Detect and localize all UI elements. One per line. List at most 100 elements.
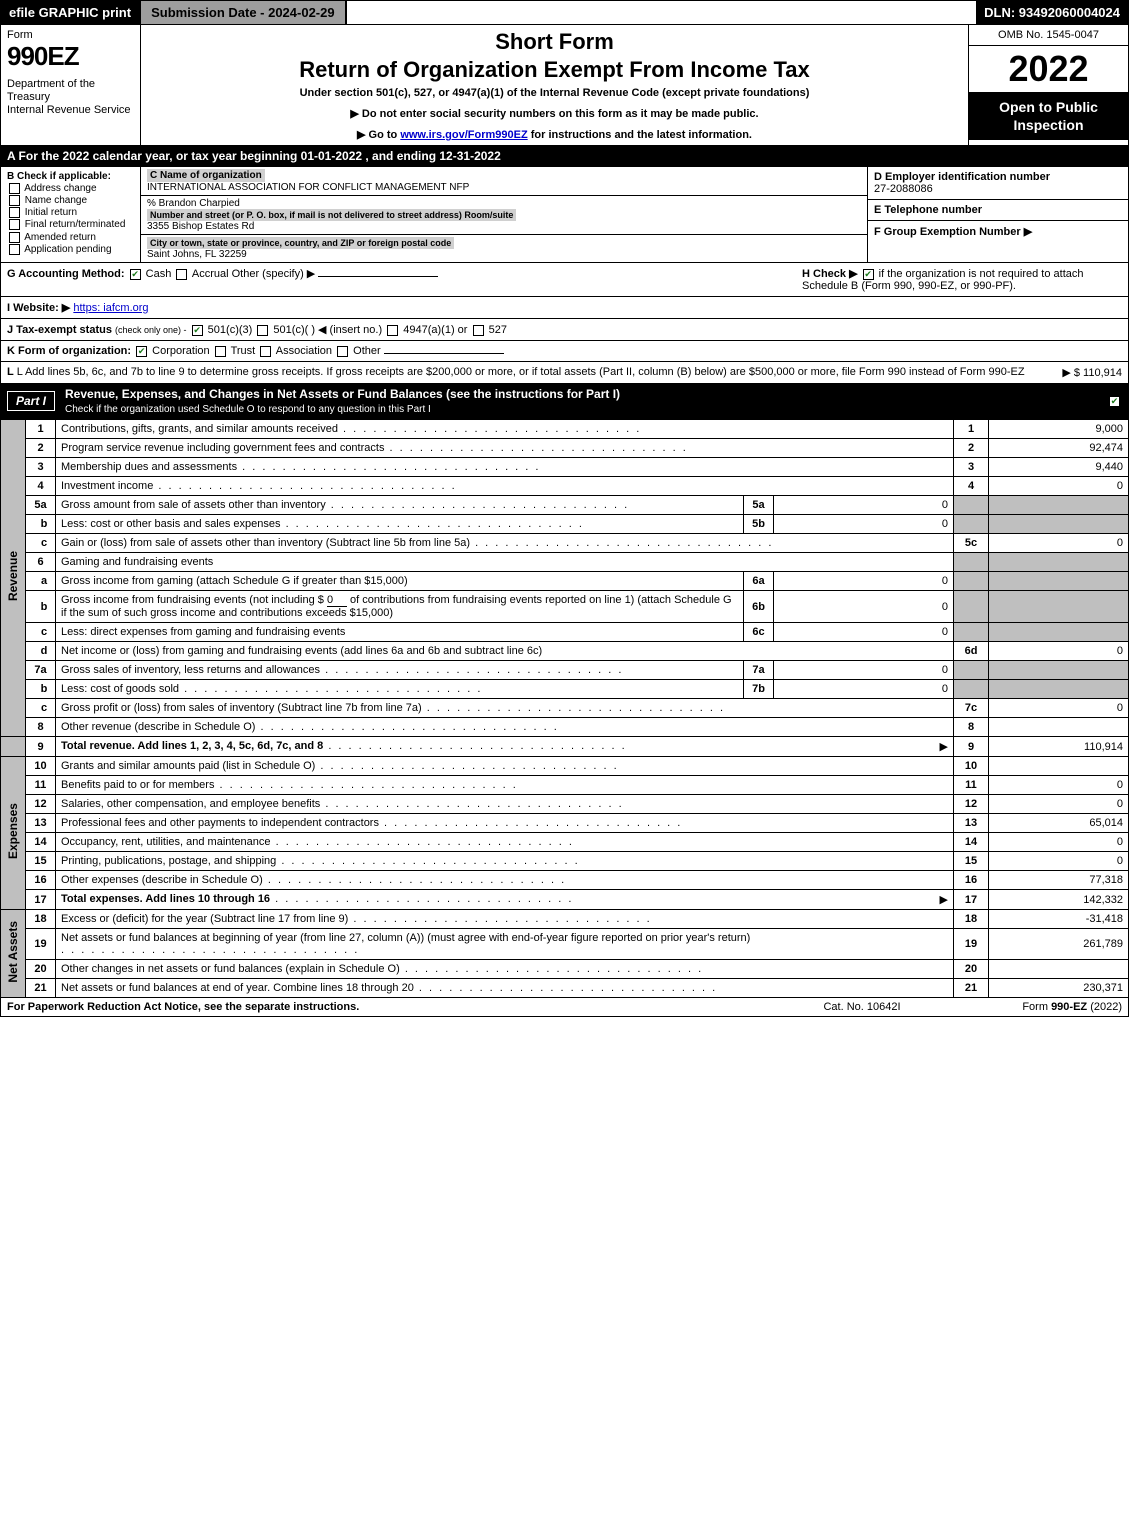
checkbox-icon[interactable] — [9, 183, 20, 194]
rightlineno: 3 — [954, 458, 989, 477]
desc: Professional fees and other payments to … — [56, 814, 954, 833]
opt-association: Association — [276, 345, 332, 357]
opt-527: 527 — [489, 324, 507, 336]
checkbox-schedule-o-icon[interactable] — [1109, 396, 1120, 407]
midval: 0 — [774, 680, 954, 699]
opt-other: Other — [353, 345, 381, 357]
checkbox-icon[interactable] — [9, 207, 20, 218]
row-19: 19 Net assets or fund balances at beginn… — [1, 929, 1129, 960]
checkbox-other-icon[interactable] — [337, 346, 348, 357]
checkbox-cash-icon[interactable] — [130, 269, 141, 280]
lineno: 21 — [26, 979, 56, 998]
midval: 0 — [774, 572, 954, 591]
checkbox-icon[interactable] — [9, 195, 20, 206]
section-def: D Employer identification number 27-2088… — [868, 167, 1128, 262]
row-6c: c Less: direct expenses from gaming and … — [1, 623, 1129, 642]
topbar: efile GRAPHIC print Submission Date - 20… — [0, 0, 1129, 25]
shaded — [989, 515, 1129, 534]
row-5b: b Less: cost or other basis and sales ex… — [1, 515, 1129, 534]
lineno: 11 — [26, 776, 56, 795]
checkbox-accrual-icon[interactable] — [176, 269, 187, 280]
lineno: a — [26, 572, 56, 591]
row-21: 21 Net assets or fund balances at end of… — [1, 979, 1129, 998]
lineno: 6 — [26, 553, 56, 572]
lineno: 1 — [26, 420, 56, 439]
lineno: 14 — [26, 833, 56, 852]
footer-notice: For Paperwork Reduction Act Notice, see … — [7, 1001, 762, 1013]
form-number: 990EZ — [7, 41, 134, 72]
shaded — [989, 496, 1129, 515]
row-7c: c Gross profit or (loss) from sales of i… — [1, 699, 1129, 718]
other-specify-input[interactable] — [318, 276, 438, 277]
shaded — [989, 591, 1129, 623]
irs-link[interactable]: www.irs.gov/Form990EZ — [400, 129, 527, 141]
city-label: City or town, state or province, country… — [147, 237, 454, 249]
checkbox-icon[interactable] — [9, 244, 20, 255]
accrual-label: Accrual — [192, 268, 229, 280]
value — [989, 718, 1129, 737]
shaded — [954, 553, 989, 572]
form-990ez-page: efile GRAPHIC print Submission Date - 20… — [0, 0, 1129, 1017]
form-label: Form — [7, 29, 134, 41]
header-left: Form 990EZ Department of the Treasury In… — [1, 25, 141, 145]
row-6d: d Net income or (loss) from gaming and f… — [1, 642, 1129, 661]
midlineno: 7a — [744, 661, 774, 680]
part-1-title: Revenue, Expenses, and Changes in Net As… — [65, 387, 1107, 415]
efile-graphic-print: efile GRAPHIC print — [1, 1, 139, 24]
value: 0 — [989, 642, 1129, 661]
checkbox-corporation-icon[interactable] — [136, 346, 147, 357]
checkbox-icon[interactable] — [9, 219, 20, 230]
rightlineno: 12 — [954, 795, 989, 814]
section-j: J Tax-exempt status (check only one) - 5… — [0, 319, 1129, 341]
shaded — [989, 553, 1129, 572]
other-org-input[interactable] — [384, 353, 504, 354]
revenue-vertical-label: Revenue — [1, 420, 26, 737]
checkbox-527-icon[interactable] — [473, 325, 484, 336]
chk-final-return: Final return/terminated — [7, 219, 134, 230]
header-center: Short Form Return of Organization Exempt… — [141, 25, 968, 145]
rightlineno: 2 — [954, 439, 989, 458]
checkbox-501c-icon[interactable] — [257, 325, 268, 336]
row-11: 11 Benefits paid to or for members 11 0 — [1, 776, 1129, 795]
phone-label: E Telephone number — [874, 204, 982, 216]
revenue-table: Revenue 1 Contributions, gifts, grants, … — [0, 419, 1129, 998]
desc: Less: cost or other basis and sales expe… — [56, 515, 744, 534]
note-link: ▶ Go to www.irs.gov/Form990EZ for instru… — [147, 128, 962, 141]
value: 0 — [989, 699, 1129, 718]
rightlineno: 1 — [954, 420, 989, 439]
checkbox-schedule-b-icon[interactable] — [863, 269, 874, 280]
lineno: b — [26, 515, 56, 534]
name-label: C Name of organization — [147, 169, 265, 182]
page-footer: For Paperwork Reduction Act Notice, see … — [0, 998, 1129, 1017]
arrow-icon: ▶ — [940, 740, 948, 753]
netassets-vertical-label: Net Assets — [1, 910, 26, 998]
shaded — [989, 572, 1129, 591]
row-3: 3 Membership dues and assessments 3 9,44… — [1, 458, 1129, 477]
desc: Investment income — [56, 477, 954, 496]
lineno: 4 — [26, 477, 56, 496]
desc: Other revenue (describe in Schedule O) — [56, 718, 954, 737]
form-header: Form 990EZ Department of the Treasury In… — [0, 25, 1129, 146]
website-link[interactable]: https: iafcm.org — [73, 302, 148, 314]
row-12: 12 Salaries, other compensation, and emp… — [1, 795, 1129, 814]
checkbox-association-icon[interactable] — [260, 346, 271, 357]
midlineno: 7b — [744, 680, 774, 699]
midval: 0 — [774, 515, 954, 534]
section-f: F Group Exemption Number ▶ — [868, 221, 1128, 242]
row-10: Expenses 10 Grants and similar amounts p… — [1, 757, 1129, 776]
checkbox-icon[interactable] — [9, 232, 20, 243]
value: 9,000 — [989, 420, 1129, 439]
desc: Gross sales of inventory, less returns a… — [56, 661, 744, 680]
rightlineno: 15 — [954, 852, 989, 871]
row-7a: 7a Gross sales of inventory, less return… — [1, 661, 1129, 680]
checkbox-501c3-icon[interactable] — [192, 325, 203, 336]
checkbox-4947-icon[interactable] — [387, 325, 398, 336]
org-name: INTERNATIONAL ASSOCIATION FOR CONFLICT M… — [147, 182, 469, 193]
checkbox-trust-icon[interactable] — [215, 346, 226, 357]
part-1-check — [1107, 394, 1122, 408]
arrow-icon: ▶ — [940, 893, 948, 906]
h-pre: H Check ▶ — [802, 268, 861, 280]
row-8: 8 Other revenue (describe in Schedule O)… — [1, 718, 1129, 737]
section-g: G Accounting Method: Cash Accrual Other … — [7, 267, 802, 292]
rightlineno: 11 — [954, 776, 989, 795]
